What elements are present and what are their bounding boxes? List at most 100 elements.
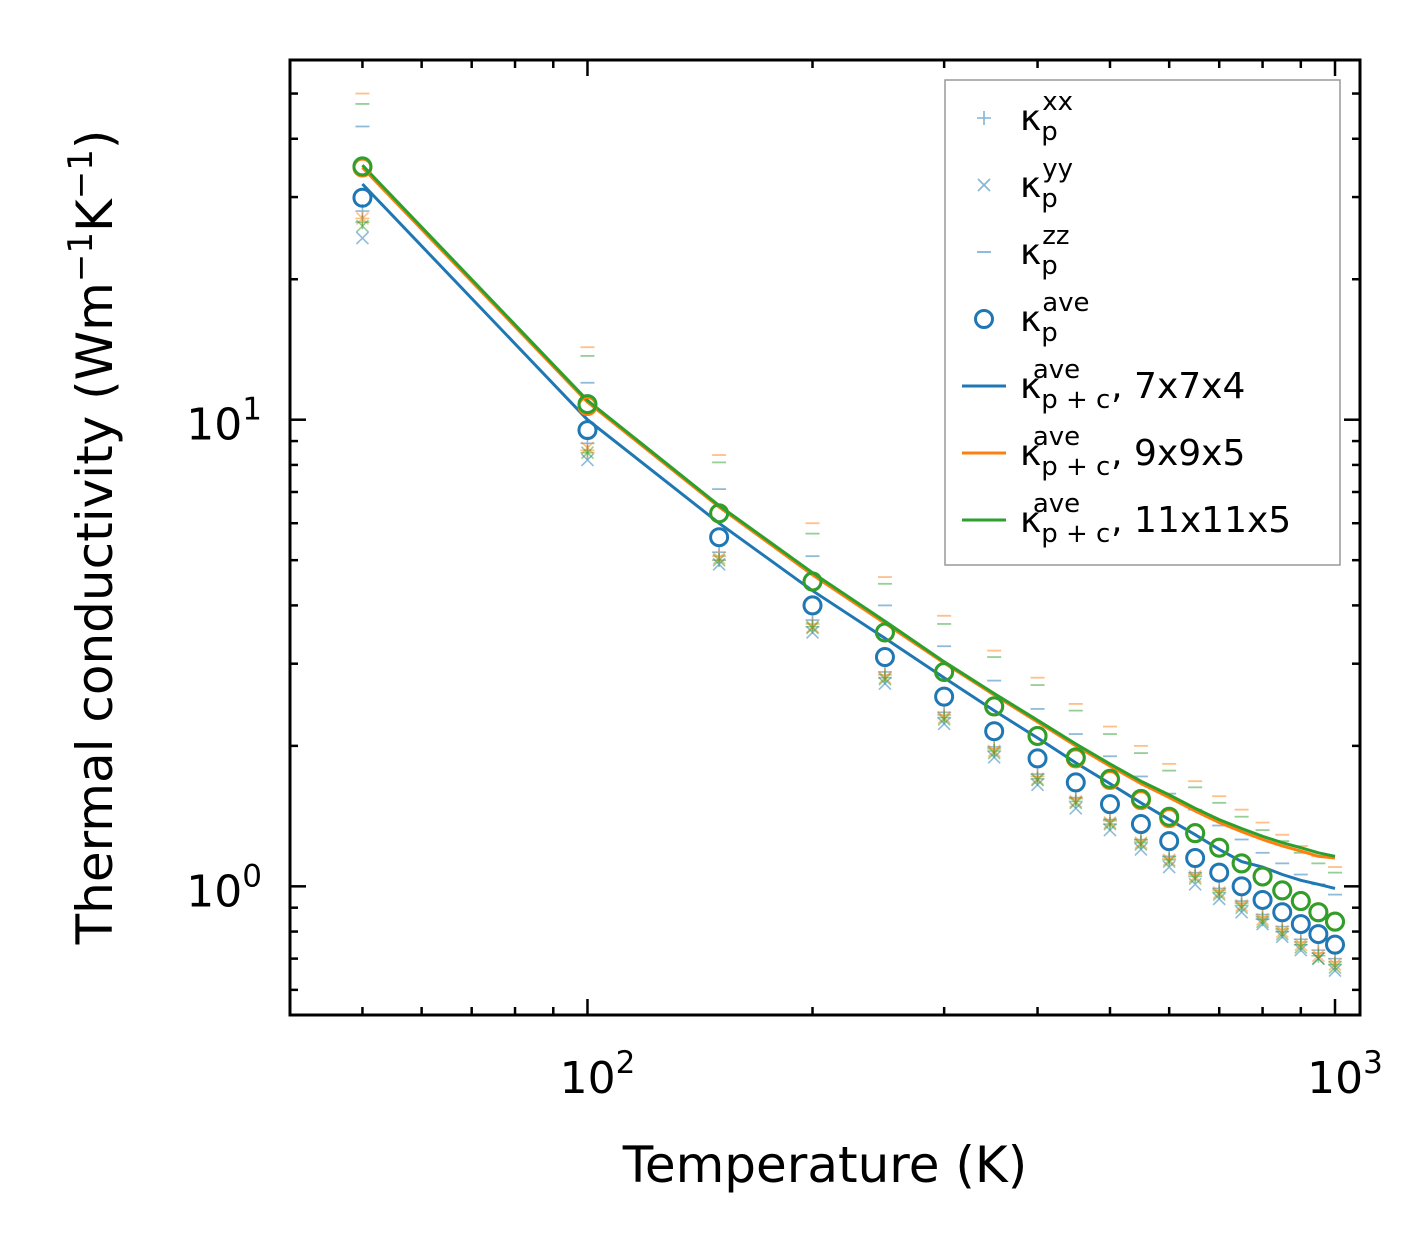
legend-entry: κpzz — [977, 221, 1070, 281]
legend-entry: κpave — [974, 288, 1090, 348]
x-axis-label: Temperature (K) — [622, 1136, 1027, 1194]
data-point-x — [1134, 837, 1148, 851]
data-point-x — [1030, 773, 1045, 787]
y-tick-label: 101 — [186, 392, 262, 451]
data-point-circle — [1065, 747, 1086, 768]
data-point-x — [1328, 960, 1342, 975]
legend-marker-swatch — [977, 178, 991, 192]
data-point-x — [1328, 957, 1342, 972]
data-point-circle — [1185, 823, 1206, 844]
series-line — [361, 164, 1336, 858]
data-point-circle — [1272, 880, 1293, 901]
legend-marker-swatch — [977, 111, 991, 125]
data-point-x — [1235, 905, 1249, 919]
series-line-2 — [361, 164, 1336, 858]
data-point-x — [355, 231, 370, 245]
legend-label: κpxx — [1020, 87, 1073, 147]
legend-marker-swatch — [974, 309, 994, 329]
data-point-circle — [1099, 794, 1120, 815]
series-line-1 — [361, 166, 1336, 860]
data-point-x — [1188, 871, 1202, 885]
data-point-circle — [802, 571, 823, 592]
data-point-x — [1162, 855, 1176, 869]
data-point-x — [1294, 943, 1308, 957]
legend-entry: κp + cave, 7x7x4 — [962, 355, 1245, 415]
data-point-x — [1311, 949, 1325, 963]
data-point-x — [1235, 898, 1249, 913]
series-line-0 — [361, 182, 1336, 890]
data-point-x — [805, 621, 820, 635]
data-point-x — [987, 744, 1001, 758]
data-point-circle — [1308, 902, 1329, 923]
data-point-x — [1103, 817, 1117, 831]
series-line — [361, 166, 1336, 860]
data-point-circle — [802, 595, 823, 616]
data-point-x — [878, 676, 892, 691]
legend-items: κpxx κpyy κpzz κpave κp + cave, 7x7x4 κp + ca… — [962, 87, 1291, 549]
data-point-x — [712, 551, 726, 565]
legend-label: κp + cave, 7x7x4 — [1020, 355, 1245, 415]
data-point-x — [1294, 938, 1308, 952]
series-line — [361, 182, 1336, 890]
data-point-circle — [1027, 725, 1048, 746]
data-point-x — [987, 750, 1001, 764]
legend-label: κp + cave, 9x9x5 — [1020, 422, 1245, 482]
y-tick-label: 100 — [186, 858, 262, 917]
data-point-x — [1256, 915, 1270, 929]
data-point-circle — [934, 686, 955, 707]
series-hline-1 — [355, 92, 1343, 868]
data-point-x — [805, 625, 820, 640]
data-point-circle — [1231, 853, 1252, 874]
data-point-x — [878, 672, 892, 686]
data-point-x — [355, 219, 370, 233]
data-point-circle — [1290, 914, 1311, 935]
data-point-circle — [709, 527, 730, 548]
legend-box — [944, 79, 1341, 566]
data-point-circle — [1099, 768, 1120, 789]
tick-labels: 102 103 100 101 — [186, 392, 1383, 1104]
data-point-circle — [874, 622, 895, 643]
data-point-circle — [1231, 876, 1252, 897]
legend-label: κpave — [1020, 288, 1090, 348]
data-point-x — [580, 446, 595, 460]
data-point-circle — [984, 721, 1005, 742]
plot-frame — [288, 58, 1362, 1017]
data-point-x — [1069, 794, 1083, 809]
legend-label: κp + cave, 11x11x5 — [1020, 489, 1291, 549]
data-point-circle — [1185, 848, 1206, 869]
data-point-circle — [1209, 837, 1230, 858]
data-point-x — [1103, 815, 1117, 830]
data-point-circle — [352, 156, 373, 177]
data-point-x — [1069, 796, 1083, 810]
data-point-circle — [1130, 788, 1151, 809]
data-point-circle — [577, 420, 598, 441]
data-point-x — [1311, 952, 1325, 966]
data-point-x — [1235, 901, 1249, 915]
legend-entry: κp + cave, 11x11x5 — [962, 489, 1291, 549]
x-tick-label: 103 — [1307, 1045, 1383, 1104]
data-point-circle — [1290, 891, 1311, 912]
data-point-x — [937, 712, 951, 726]
data-point-circle — [934, 661, 955, 682]
data-point-circle — [1308, 924, 1329, 945]
data-point-x — [1212, 888, 1226, 902]
legend-label: κpzz — [1020, 221, 1070, 281]
legend-label: κpyy — [1020, 154, 1073, 214]
data-point-x — [712, 553, 726, 567]
y-axis-label-end: ) — [66, 130, 124, 150]
data-point-x — [1275, 927, 1289, 941]
data-point-x — [1134, 842, 1148, 856]
data-point-x — [937, 717, 951, 731]
data-point-circle — [1130, 814, 1151, 835]
data-point-circle — [1325, 934, 1346, 955]
data-point-x — [1275, 924, 1289, 939]
data-point-x — [987, 746, 1001, 760]
data-point-circle — [709, 503, 730, 524]
data-point-x — [1134, 836, 1148, 850]
legend-entry: κpyy — [977, 154, 1073, 214]
data-point-x — [1212, 892, 1226, 906]
y-axis-label-main: Thermal conductivity (Wm — [66, 282, 124, 945]
series-hline-2 — [355, 103, 1343, 874]
legend-entry: κp + cave, 9x9x5 — [962, 422, 1245, 482]
